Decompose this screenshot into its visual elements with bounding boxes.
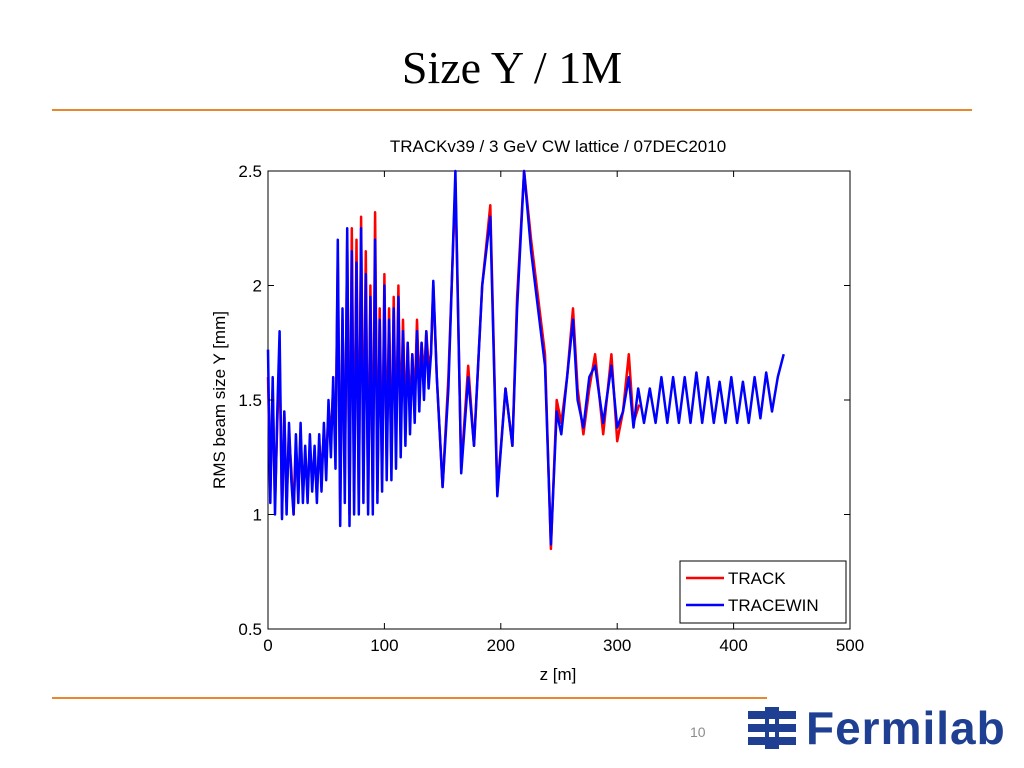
bottom-divider bbox=[52, 697, 767, 699]
x-tick-label: 500 bbox=[836, 636, 864, 655]
x-tick-label: 300 bbox=[603, 636, 631, 655]
x-tick-label: 400 bbox=[719, 636, 747, 655]
top-divider bbox=[52, 109, 972, 111]
y-tick-label: 2 bbox=[253, 277, 262, 296]
logo-text: Fermilab bbox=[806, 702, 1006, 754]
chart-title: TRACKv39 / 3 GeV CW lattice / 07DEC2010 bbox=[390, 137, 726, 156]
y-tick-label: 1 bbox=[253, 506, 262, 525]
y-axis-label: RMS beam size Y [mm] bbox=[210, 311, 229, 489]
y-tick-label: 0.5 bbox=[238, 620, 262, 639]
slide-title: Size Y / 1M bbox=[401, 42, 623, 93]
fermilab-logo: Fermilab bbox=[748, 702, 1018, 754]
y-tick-label: 1.5 bbox=[238, 391, 262, 410]
legend-box bbox=[679, 560, 847, 624]
x-tick-label: 200 bbox=[487, 636, 515, 655]
page-number: 10 bbox=[690, 724, 706, 740]
x-tick-label: 0 bbox=[263, 636, 272, 655]
x-tick-label: 100 bbox=[370, 636, 398, 655]
series-line-tracewin bbox=[266, 169, 785, 546]
legend-label-track: TRACK bbox=[728, 569, 786, 588]
legend-label-tracewin: TRACEWIN bbox=[728, 596, 819, 615]
fermilab-logo-icon bbox=[748, 707, 796, 749]
y-tick-label: 2.5 bbox=[238, 162, 262, 181]
plot-area: 0 100 200 300 400 500 0.5 1 1.5 2 2.5 TRACK TRACEWIN bbox=[238, 162, 864, 655]
x-axis-label: z [m] bbox=[540, 665, 577, 684]
